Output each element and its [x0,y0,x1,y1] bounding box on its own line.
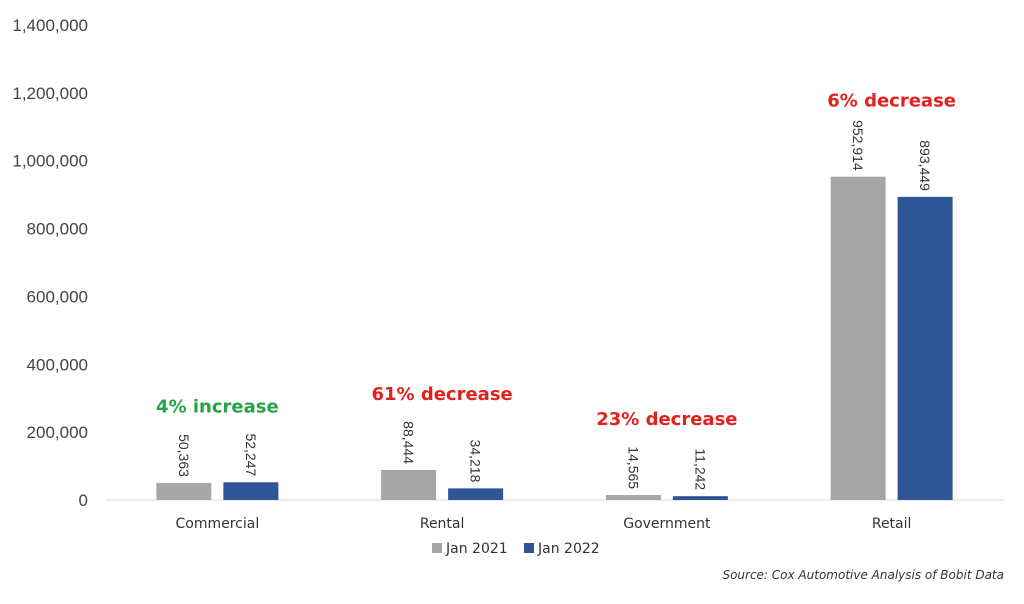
change-annotation: 23% decrease [596,409,737,430]
category-label: Government [623,516,711,532]
legend-swatch [524,543,534,553]
bar-retail-2 [897,196,953,500]
legend-label: Jan 2022 [537,541,600,557]
y-tick-label: 1,000,000 [12,152,88,171]
y-tick-label: 0 [79,491,88,510]
bar-retail-1 [830,176,886,501]
data-label: 893,449 [917,140,933,191]
legend-label: Jan 2021 [445,541,508,557]
y-tick-label: 1,200,000 [12,84,88,103]
legend-swatch [432,543,442,553]
change-annotation: 6% decrease [827,91,956,112]
change-annotation: 61% decrease [371,384,512,405]
category-label: Rental [420,516,465,532]
data-label: 52,247 [243,433,259,476]
data-label: 11,242 [692,448,708,490]
bar-commercial-1 [156,482,212,500]
change-annotation: 4% increase [156,396,279,417]
y-tick-label: 800,000 [27,220,88,239]
category-label: Retail [872,516,912,532]
data-label: 50,363 [176,434,192,477]
x-axis-categories: Commercial Rental Government Retail [176,516,912,532]
bars [156,176,953,501]
y-tick-label: 200,000 [27,423,88,442]
source-note: Source: Cox Automotive Analysis of Bobit… [722,568,1004,582]
data-label: 952,914 [850,120,866,171]
y-tick-label: 400,000 [27,355,88,374]
bar-rental-2 [448,488,504,500]
y-axis: 0 200,000 400,000 600,000 800,000 1,000,000 1,… [12,16,88,510]
annotations: 4% increase 61% decrease 23% decrease 6% de… [156,91,956,430]
bar-rental-1 [381,469,437,500]
data-label: 34,218 [468,440,484,483]
category-label: Commercial [176,516,260,532]
bar-government-1 [605,495,661,500]
bar-government-2 [672,496,728,500]
data-label: 88,444 [401,421,417,464]
data-label: 14,565 [625,446,641,489]
legend: Jan 2021 Jan 2022 [432,541,600,557]
bar-commercial-2 [223,482,279,500]
data-labels: 50,363 52,247 88,444 34,218 14,565 11,242 952,… [176,120,933,490]
y-tick-label: 600,000 [27,287,88,306]
y-tick-label: 1,400,000 [12,16,88,35]
